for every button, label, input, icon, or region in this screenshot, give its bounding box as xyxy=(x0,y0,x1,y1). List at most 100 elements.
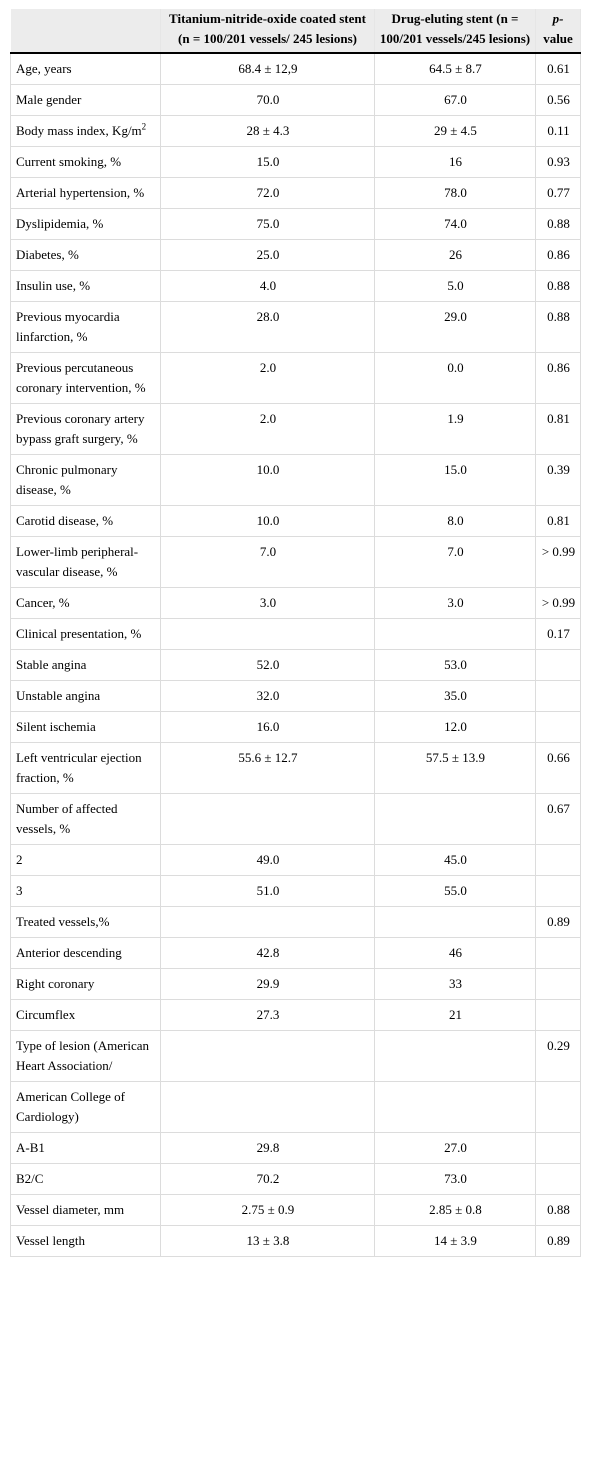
row-label-text: Previous percutaneous coronary intervent… xyxy=(16,360,146,395)
cell-tin-stent-text: 68.4 ± 12,9 xyxy=(238,61,298,76)
cell-p-value: 0.89 xyxy=(535,906,581,938)
cell-tin-stent: 72.0 xyxy=(160,177,375,209)
header-p-rest: value xyxy=(543,31,573,46)
header-row: Titanium-nitride-oxide coated stent (n =… xyxy=(10,9,581,54)
cell-tin-stent xyxy=(160,793,375,845)
cell-tin-stent: 42.8 xyxy=(160,937,375,969)
cell-drug-eluting-stent xyxy=(374,1081,536,1133)
cell-tin-stent: 2.0 xyxy=(160,352,375,404)
cell-drug-eluting-stent-text: 57.5 ± 13.9 xyxy=(425,750,486,765)
row-label-text: Lower-limb peripheral-vascular disease, … xyxy=(16,544,139,579)
row-label-text: Insulin use, % xyxy=(16,278,91,293)
row-label-text: Vessel diameter, mm xyxy=(16,1202,125,1217)
cell-p-value-text: > 0.99 xyxy=(541,544,576,559)
table-row: Left ventricular ejection fraction, % 55.… xyxy=(10,742,581,794)
cell-drug-eluting-stent-text: 46 xyxy=(449,945,462,960)
row-label: B2/C xyxy=(10,1163,161,1195)
row-label-text: Unstable angina xyxy=(16,688,101,703)
cell-tin-stent-text: 52.0 xyxy=(256,657,280,672)
table-row: Silent ischemia 16.0 12.0 xyxy=(10,711,581,743)
cell-drug-eluting-stent-text: 3.0 xyxy=(447,595,464,610)
cell-tin-stent: 75.0 xyxy=(160,208,375,240)
cell-p-value: 0.56 xyxy=(535,84,581,116)
cell-p-value: 0.81 xyxy=(535,403,581,455)
cell-tin-stent-text: 2.0 xyxy=(259,360,277,375)
cell-drug-eluting-stent-text: 1.9 xyxy=(447,411,464,426)
table-row: Vessel diameter, mm 2.75 ± 0.9 2.85 ± 0.8 0… xyxy=(10,1194,581,1226)
cell-tin-stent-text: 3.0 xyxy=(259,595,277,610)
row-label-text: Stable angina xyxy=(16,657,87,672)
cell-drug-eluting-stent: 29.0 xyxy=(374,301,536,353)
cell-drug-eluting-stent-text: 15.0 xyxy=(444,462,467,477)
cell-drug-eluting-stent: 55.0 xyxy=(374,875,536,907)
row-label-text: American College of Cardiology) xyxy=(16,1089,126,1124)
table-row: B2/C 70.2 73.0 xyxy=(10,1163,581,1195)
cell-tin-stent-text: 28.0 xyxy=(256,309,280,324)
cell-drug-eluting-stent-text: 78.0 xyxy=(444,185,467,200)
row-label: Circumflex xyxy=(10,999,161,1031)
row-label: Previous myocardia linfarction, % xyxy=(10,301,161,353)
cell-p-value xyxy=(535,649,581,681)
cell-p-value: 0.89 xyxy=(535,1225,581,1257)
cell-p-value: 0.88 xyxy=(535,208,581,240)
cell-tin-stent: 10.0 xyxy=(160,505,375,537)
cell-p-value: 0.86 xyxy=(535,239,581,271)
cell-drug-eluting-stent: 8.0 xyxy=(374,505,536,537)
table-row: Carotid disease, % 10.0 8.0 0.81 xyxy=(10,505,581,537)
cell-tin-stent-text: 42.8 xyxy=(256,945,280,960)
cell-drug-eluting-stent-text: 73.0 xyxy=(444,1171,467,1186)
cell-tin-stent: 28.0 xyxy=(160,301,375,353)
cell-tin-stent-text: 51.0 xyxy=(256,883,280,898)
row-label-text: Anterior descending xyxy=(16,945,122,960)
cell-drug-eluting-stent: 15.0 xyxy=(374,454,536,506)
cell-tin-stent-text: 29.8 xyxy=(256,1140,280,1155)
cell-p-value-text: 0.88 xyxy=(547,1202,570,1217)
row-label-text: Previous myocardia linfarction, % xyxy=(16,309,120,344)
row-label: Body mass index, Kg/m2 xyxy=(10,115,161,147)
cell-p-value-text: 0.89 xyxy=(547,1233,570,1248)
cell-tin-stent: 13 ± 3.8 xyxy=(160,1225,375,1257)
cell-p-value-text: > 0.99 xyxy=(541,595,576,610)
cell-tin-stent: 2.0 xyxy=(160,403,375,455)
row-label: Stable angina xyxy=(10,649,161,681)
cell-p-value xyxy=(535,680,581,712)
row-label: Vessel diameter, mm xyxy=(10,1194,161,1226)
cell-tin-stent-text: 70.2 xyxy=(256,1171,280,1186)
cell-p-value xyxy=(535,968,581,1000)
cell-drug-eluting-stent: 74.0 xyxy=(374,208,536,240)
header-drug-eluting-stent: Drug-eluting stent (n = 100/201 vessels/… xyxy=(374,9,536,54)
table-row: Unstable angina 32.0 35.0 xyxy=(10,680,581,712)
table-row: Vessel length 13 ± 3.8 14 ± 3.9 0.89 xyxy=(10,1225,581,1257)
table-row: Chronic pulmonary disease, % 10.0 15.0 0.39 xyxy=(10,454,581,506)
cell-drug-eluting-stent: 53.0 xyxy=(374,649,536,681)
row-label: Arterial hypertension, % xyxy=(10,177,161,209)
row-label: A-B1 xyxy=(10,1132,161,1164)
cell-drug-eluting-stent: 73.0 xyxy=(374,1163,536,1195)
cell-p-value-text: 0.67 xyxy=(547,801,570,816)
cell-drug-eluting-stent: 0.0 xyxy=(374,352,536,404)
row-label: Unstable angina xyxy=(10,680,161,712)
header-label-cell xyxy=(10,9,161,54)
cell-drug-eluting-stent-text: 29.0 xyxy=(444,309,467,324)
row-label-text: Diabetes, % xyxy=(16,247,79,262)
cell-tin-stent xyxy=(160,906,375,938)
cell-drug-eluting-stent-text: 29 ± 4.5 xyxy=(434,123,477,138)
cell-p-value xyxy=(535,875,581,907)
table-row: Cancer, % 3.0 3.0 > 0.99 xyxy=(10,587,581,619)
row-label-text: Clinical presentation, % xyxy=(16,626,142,641)
row-label-text: Number of affected vessels, % xyxy=(16,801,118,836)
row-label: Left ventricular ejection fraction, % xyxy=(10,742,161,794)
cell-drug-eluting-stent-text: 35.0 xyxy=(444,688,467,703)
cell-drug-eluting-stent-text: 74.0 xyxy=(444,216,467,231)
cell-p-value-text: 0.39 xyxy=(547,462,570,477)
row-label-text: Dyslipidemia, % xyxy=(16,216,104,231)
row-label-text: 3 xyxy=(16,883,23,898)
cell-p-value-text: 0.11 xyxy=(547,123,570,138)
cell-drug-eluting-stent: 5.0 xyxy=(374,270,536,302)
cell-p-value-text: 0.81 xyxy=(547,513,570,528)
table-row: Arterial hypertension, % 72.0 78.0 0.77 xyxy=(10,177,581,209)
cell-p-value: 0.17 xyxy=(535,618,581,650)
row-label: Cancer, % xyxy=(10,587,161,619)
cell-p-value: > 0.99 xyxy=(535,536,581,588)
table-row: Previous myocardia linfarction, % 28.0 29.… xyxy=(10,301,581,353)
